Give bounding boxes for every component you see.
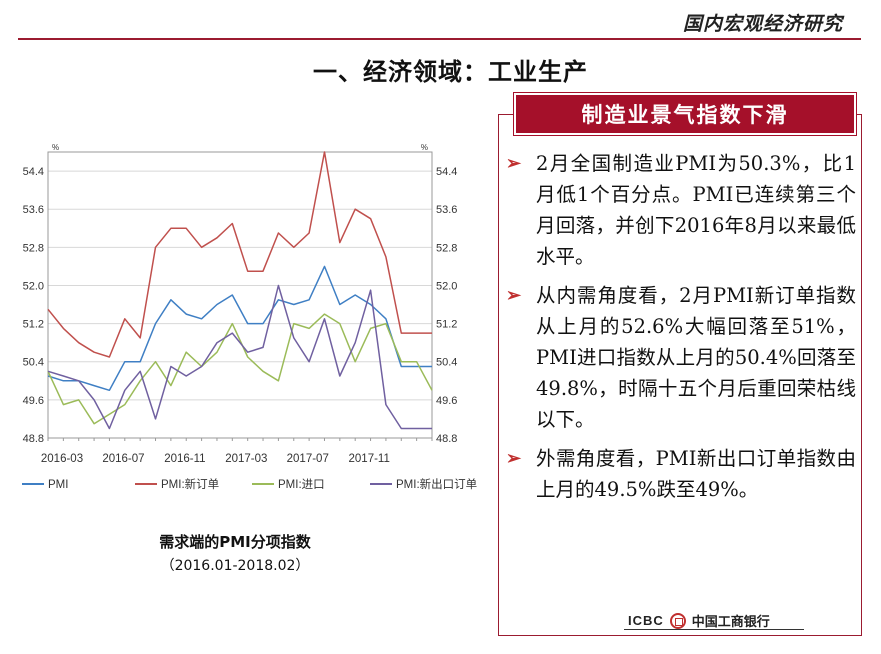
icbc-emblem-icon xyxy=(669,612,686,629)
chevron-right-icon: ➢ xyxy=(506,285,522,306)
header-divider xyxy=(18,38,861,40)
y-tick-label-left: 52.0 xyxy=(23,280,44,292)
plot-frame xyxy=(47,151,433,439)
series-line xyxy=(47,313,433,425)
y-tick-label-left: 53.6 xyxy=(23,204,44,216)
logo-underline xyxy=(624,629,804,630)
y-tick-label-right: 49.6 xyxy=(436,395,457,407)
logo-text: ICBC xyxy=(628,613,664,628)
y-tick-label-right: 52.8 xyxy=(436,242,457,254)
y-tick-label-left: 48.8 xyxy=(23,433,44,445)
header-title: 国内宏观经济研究 xyxy=(682,13,843,35)
chart-grid xyxy=(48,170,432,439)
chevron-right-icon: ➢ xyxy=(506,153,522,174)
y-tick-label-left: 49.6 xyxy=(23,395,44,407)
x-tick-label: 2016-03 xyxy=(41,453,83,465)
y-tick-label-right: 54.4 xyxy=(436,166,457,178)
chart-caption-title: 需求端的PMI分项指数 xyxy=(159,533,311,551)
legend-label: PMI:新订单 xyxy=(161,477,219,491)
series-line xyxy=(47,151,432,358)
series-line xyxy=(47,284,432,430)
y-tick-label-left: 52.8 xyxy=(23,242,44,254)
y-tick-label-left: 51.2 xyxy=(23,319,44,331)
unit-label-right: % xyxy=(421,143,428,152)
y-tick-label-right: 50.4 xyxy=(436,357,457,369)
chart-axes: 54.4 54.4 53.6 53.6 52.8 52.8 52.0 52.0 51.2 51.2… xyxy=(23,143,458,465)
y-tick-label-left: 54.4 xyxy=(23,166,44,178)
panel-banner: 制造业景气指数下滑 xyxy=(516,95,854,133)
x-tick-label: 2016-07 xyxy=(102,453,144,465)
unit-label-left: % xyxy=(52,143,59,152)
legend-label: PMI xyxy=(48,479,68,491)
bullet-text: 从内需角度看，2月PMI新订单指数从上月的52.6%大幅回落至51%，PMI进口… xyxy=(536,284,856,431)
bullet-list: ➢ 2月全国制造业PMI为50.3%，比1月低1个百分点。PMI已连续第三个月回… xyxy=(506,148,856,513)
legend-label: PMI:进口 xyxy=(278,478,325,491)
x-tick-label: 2017-11 xyxy=(349,453,390,465)
y-tick-label-right: 52.0 xyxy=(436,280,457,292)
y-tick-label-right: 51.2 xyxy=(436,319,457,331)
bullet-item: ➢ 2月全国制造业PMI为50.3%，比1月低1个百分点。PMI已连续第三个月回… xyxy=(506,148,856,272)
bullet-text: 2月全国制造业PMI为50.3%，比1月低1个百分点。PMI已连续第三个月回落，… xyxy=(536,152,856,268)
y-tick-label-right: 53.6 xyxy=(436,204,457,216)
chart-series xyxy=(47,151,433,430)
legend-label: PMI:新出口订单 xyxy=(396,477,477,491)
y-tick-label-right: 48.8 xyxy=(436,433,457,445)
chart-caption-range: （2016.01-2018.02） xyxy=(160,558,310,574)
x-tick-label: 2016-11 xyxy=(164,453,205,465)
series-line xyxy=(47,265,432,392)
bullet-item: ➢ 从内需角度看，2月PMI新订单指数从上月的52.6%大幅回落至51%，PMI… xyxy=(506,280,856,435)
bullet-item: ➢ 外需角度看，PMI新出口订单指数由上月的49.5%跌至49%。 xyxy=(506,443,856,505)
bullet-text: 外需角度看，PMI新出口订单指数由上月的49.5%跌至49%。 xyxy=(536,447,856,501)
x-tick-label: 2017-07 xyxy=(287,453,329,465)
chevron-right-icon: ➢ xyxy=(506,448,522,469)
icbc-logo: ICBC 中国工商银行 xyxy=(624,611,774,630)
logo-cn-text: 中国工商银行 xyxy=(691,614,770,629)
pmi-chart: 54.4 54.4 53.6 53.6 52.8 52.8 52.0 52.0 51.2 51.2… xyxy=(22,143,477,491)
y-tick-label-left: 50.4 xyxy=(23,357,44,369)
section-title: 一、经济领域：工业生产 xyxy=(313,57,588,86)
x-tick-label: 2017-03 xyxy=(225,453,267,465)
chart-legend: PMI PMI:新订单 PMI:进口 PMI:新出口订单 xyxy=(22,477,477,491)
